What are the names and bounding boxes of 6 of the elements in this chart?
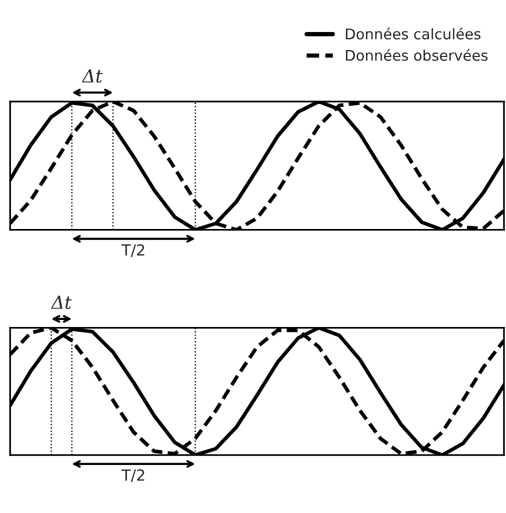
text: Δt [82, 69, 103, 83]
text: Δt [50, 296, 72, 310]
text: T/2 [121, 244, 144, 257]
legend-label: Données calculées [346, 28, 480, 40]
legend-label: Données observées [346, 48, 488, 61]
text: T/2 [121, 469, 144, 482]
